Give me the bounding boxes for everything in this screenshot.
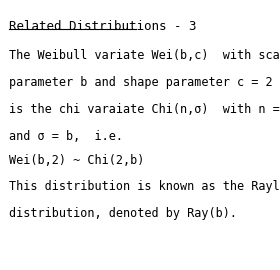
Text: Wei(b,2) ~ Chi(2,b): Wei(b,2) ~ Chi(2,b) [9, 154, 144, 167]
Text: This distribution is known as the Rayleigh: This distribution is known as the Raylei… [9, 180, 280, 193]
Text: Related Distributions - 3: Related Distributions - 3 [9, 20, 196, 33]
Text: parameter b and shape parameter c = 2: parameter b and shape parameter c = 2 [9, 76, 272, 89]
Text: The Weibull variate Wei(b,c)  with scale: The Weibull variate Wei(b,c) with scale [9, 49, 280, 62]
Text: is the chi varaiate Chi(n,σ)  with n = 2: is the chi varaiate Chi(n,σ) with n = 2 [9, 103, 280, 116]
Text: distribution, denoted by Ray(b).: distribution, denoted by Ray(b). [9, 207, 237, 220]
Text: and σ = b,  i.e.: and σ = b, i.e. [9, 130, 123, 143]
